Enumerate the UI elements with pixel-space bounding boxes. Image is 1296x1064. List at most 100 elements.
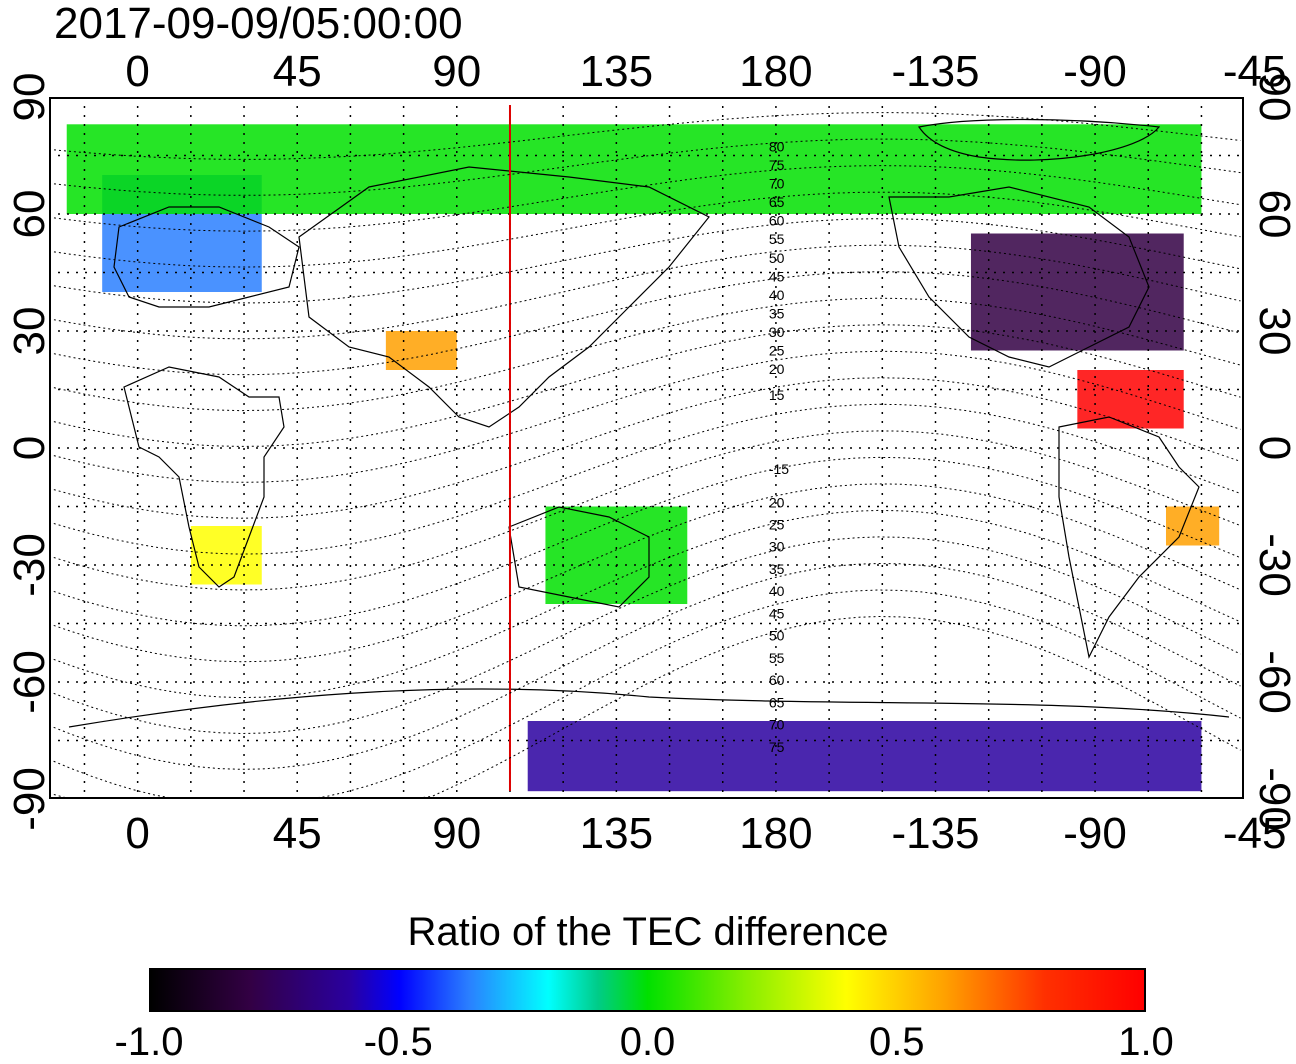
tec-region-greenland xyxy=(66,124,1202,214)
magnetic-contour xyxy=(48,297,1241,412)
contour-label: 30 xyxy=(769,324,785,340)
left-lat-tick-label: 60 xyxy=(5,189,54,239)
top-lon-tick-label: -45 xyxy=(1222,47,1287,96)
contour-label: 40 xyxy=(769,583,785,599)
contour-label: 55 xyxy=(769,650,785,666)
left-lat-tick-label: -30 xyxy=(5,533,54,597)
coastline-antarctica xyxy=(68,688,1230,728)
magnetic-contour xyxy=(48,562,1241,770)
tec-regions xyxy=(66,124,1291,792)
contour-label-group: 80 75 70 65 60 55 50 45 40 35 30 25 20 15 -15 20 25 30 35 4… xyxy=(769,139,789,755)
contour-label: 65 xyxy=(769,194,785,210)
left-lat-tick-label: 90 xyxy=(5,72,54,122)
left-lat-tick-label: -60 xyxy=(5,650,54,714)
contour-label: 75 xyxy=(769,157,785,173)
magnetic-contour xyxy=(48,350,1241,483)
tec-region-central-america-caribbean xyxy=(1077,370,1184,429)
contour-label: 80 xyxy=(769,139,785,155)
coastline-north-america xyxy=(888,186,1150,368)
colorbar-tick-label: -0.5 xyxy=(363,1020,433,1064)
left-lat-tick-label: -90 xyxy=(5,767,54,831)
contour-label: 30 xyxy=(769,539,785,555)
colorbar-title: Ratio of the TEC difference xyxy=(407,910,889,954)
coastline-asia xyxy=(298,166,710,428)
tec-region-australia xyxy=(545,506,688,604)
tec-region-india xyxy=(385,331,457,370)
contour-label: 35 xyxy=(769,305,785,321)
coastlines xyxy=(68,118,1230,728)
contour-label: 60 xyxy=(769,213,785,229)
contour-label: 20 xyxy=(769,494,785,510)
top-lon-tick-label: 135 xyxy=(579,47,654,96)
magnetic-contour xyxy=(48,456,1241,627)
magnetic-contour xyxy=(48,138,1241,196)
magnetic-contour xyxy=(48,218,1241,304)
top-lon-tick-label: 90 xyxy=(432,47,482,96)
magnetic-contour xyxy=(48,112,1241,160)
tec-region-north-america xyxy=(970,233,1184,351)
top-lon-tick-label: 45 xyxy=(272,47,322,96)
contour-label: 35 xyxy=(769,561,785,577)
magnetic-contour xyxy=(48,589,1241,800)
left-lat-tick-label: 30 xyxy=(5,306,54,356)
contour-label: -15 xyxy=(769,461,789,477)
right-lat-tick-label: 90 xyxy=(1250,72,1296,122)
bottom-lon-tick-label: 135 xyxy=(579,809,654,858)
colorbar-tick-label: -1.0 xyxy=(114,1020,184,1064)
coastline-africa xyxy=(123,366,285,588)
right-lat-tick-label: 60 xyxy=(1250,189,1296,239)
contour-label: 75 xyxy=(769,739,785,755)
contour-label: 65 xyxy=(769,694,785,710)
timestamp-title: 2017-09-09/05:00:00 xyxy=(54,0,463,48)
colorbar-tick-label: 0.0 xyxy=(619,1020,676,1064)
magnetic-latitude-contours xyxy=(48,112,1241,800)
tec-region-antarctica xyxy=(527,721,1202,792)
contour-label: 70 xyxy=(769,176,785,192)
top-lon-tick-label: 180 xyxy=(739,47,813,96)
map-canvas: 80 75 70 65 60 55 50 45 40 35 30 25 20 15 -15 20 25 30 35 4… xyxy=(48,97,1291,800)
magnetic-contour xyxy=(48,377,1241,519)
bottom-lon-tick-label: 45 xyxy=(272,809,322,858)
right-lat-tick-label: 0 xyxy=(1250,435,1296,461)
bottom-lon-tick-label: -135 xyxy=(891,809,980,858)
coastline-australia xyxy=(508,506,650,608)
coastline-south-america xyxy=(1058,416,1200,659)
magnetic-contour xyxy=(48,191,1241,268)
contour-label: 50 xyxy=(769,250,785,266)
contour-label: 55 xyxy=(769,231,785,247)
contour-label: 70 xyxy=(769,717,785,733)
colorbar-tick-label: 1.0 xyxy=(1118,1020,1174,1064)
colorbar-tick-label: 0.5 xyxy=(868,1020,925,1064)
bottom-lon-tick-label: -45 xyxy=(1222,809,1287,858)
bottom-lon-tick-label: 180 xyxy=(739,809,813,858)
magnetic-contour xyxy=(48,324,1241,447)
contour-label: 20 xyxy=(769,361,785,377)
contour-label: 45 xyxy=(769,268,785,284)
contour-label: 40 xyxy=(769,287,785,303)
tec-region-southern-south-america xyxy=(1165,506,1220,546)
colorbar xyxy=(149,968,1146,1012)
bottom-lon-tick-label: -90 xyxy=(1063,809,1127,858)
world-map: 80 75 70 65 60 55 50 45 40 35 30 25 20 15 -15 20 25 30 35 4… xyxy=(48,97,1291,800)
magnetic-contour xyxy=(48,403,1241,555)
coastline-europe xyxy=(113,206,300,308)
contour-label: 45 xyxy=(769,605,785,621)
contour-label: 15 xyxy=(769,387,785,403)
bottom-lon-tick-label: 0 xyxy=(125,809,150,858)
contour-label: 25 xyxy=(769,342,785,358)
bottom-lon-tick-label: 90 xyxy=(432,809,482,858)
tec-region-southern-africa xyxy=(190,526,262,585)
contour-label: 50 xyxy=(769,628,785,644)
right-lat-tick-label: -30 xyxy=(1250,533,1296,597)
right-lat-tick-label: 30 xyxy=(1250,306,1296,356)
top-lon-tick-label: 0 xyxy=(125,47,150,96)
contour-label: 60 xyxy=(769,672,785,688)
left-lat-tick-label: 0 xyxy=(5,435,54,461)
magnetic-contour xyxy=(48,271,1241,376)
contour-label: 25 xyxy=(769,517,785,533)
right-lat-tick-label: -90 xyxy=(1250,767,1296,831)
top-lon-tick-label: -135 xyxy=(891,47,980,96)
top-lon-tick-label: -90 xyxy=(1063,47,1127,96)
coastline-greenland xyxy=(918,118,1161,161)
right-lat-tick-label: -60 xyxy=(1250,650,1296,714)
